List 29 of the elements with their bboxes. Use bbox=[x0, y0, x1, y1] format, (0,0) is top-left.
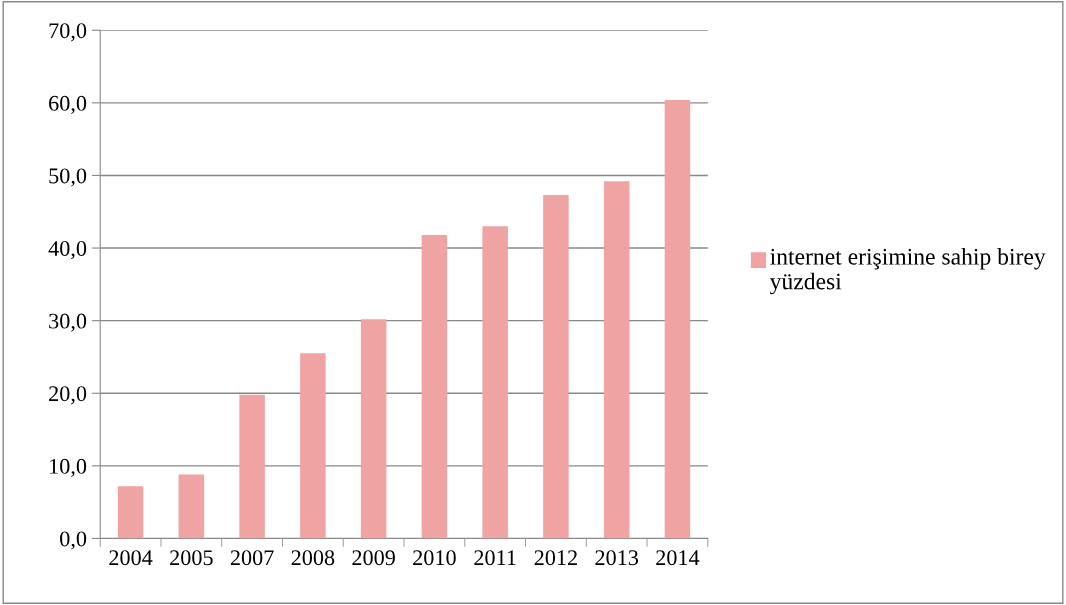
bar bbox=[421, 234, 448, 539]
x-tick-label: 2012 bbox=[534, 550, 577, 566]
y-tick-label: 60,0 bbox=[49, 95, 87, 114]
x-tick-label: 2004 bbox=[109, 550, 153, 566]
x-tick-label: 2014 bbox=[656, 550, 700, 566]
legend-label: internet erişimine sahip birey yüzdesi bbox=[769, 248, 1046, 295]
x-tick-label: 2013 bbox=[595, 550, 639, 566]
x-tick-label: 2011 bbox=[474, 550, 516, 566]
bar bbox=[239, 394, 265, 539]
y-tick-label: 0,0 bbox=[60, 531, 87, 550]
y-tick-label: 20,0 bbox=[49, 386, 87, 405]
x-tick-label: 2009 bbox=[352, 550, 395, 566]
x-tick-label: 2005 bbox=[170, 550, 213, 566]
y-tick-label: 50,0 bbox=[49, 168, 87, 187]
bar bbox=[360, 319, 387, 539]
y-tick-label: 40,0 bbox=[48, 240, 87, 260]
bar bbox=[603, 181, 630, 539]
bar bbox=[117, 486, 144, 539]
bar bbox=[543, 195, 569, 539]
x-tick-label: 2008 bbox=[291, 550, 335, 566]
bar bbox=[300, 353, 326, 539]
x-tick-label: 2010 bbox=[413, 550, 456, 566]
y-tick-label: 70,0 bbox=[49, 23, 87, 42]
x-tick-label: 2007 bbox=[230, 550, 274, 566]
bar bbox=[178, 474, 205, 539]
y-tick-label: 10,0 bbox=[50, 458, 87, 477]
bar bbox=[664, 99, 691, 539]
y-tick-label: 30,0 bbox=[49, 313, 87, 332]
bar bbox=[482, 226, 508, 539]
